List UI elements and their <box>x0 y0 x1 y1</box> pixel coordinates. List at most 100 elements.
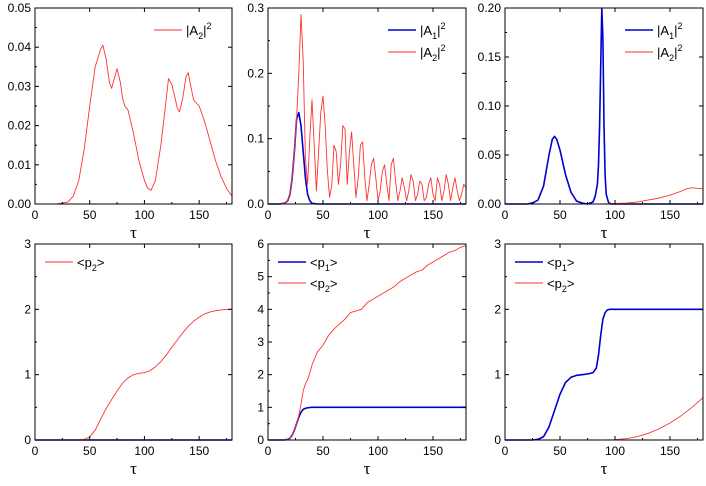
y-tick-label: 0.15 <box>478 50 502 64</box>
x-tick-label: 50 <box>553 208 567 222</box>
legend-close: > <box>330 276 338 291</box>
x-axis-label: τ <box>364 223 371 242</box>
y-tick-label: 3 <box>24 237 31 251</box>
legend: |A2|2 <box>154 21 211 41</box>
y-tick-label: 2 <box>494 302 501 316</box>
legend-subscript: 2 <box>92 263 97 273</box>
x-axis-label: τ <box>130 223 137 242</box>
legend-subscript: 1 <box>562 263 567 273</box>
x-tick-label: 150 <box>423 208 443 222</box>
y-tick-label: 0.02 <box>8 119 32 133</box>
series-line-blue <box>505 7 703 205</box>
y-tick-label: 0.0 <box>247 197 264 211</box>
legend-superscript: 2 <box>677 21 682 31</box>
legend-label: <p1> <box>547 255 574 273</box>
legend-subscript: 2 <box>325 284 330 294</box>
x-tick-label: 100 <box>368 444 388 458</box>
x-tick-label: 0 <box>32 208 39 222</box>
legend-label: |A2|2 <box>657 43 682 63</box>
x-tick-label: 0 <box>502 444 509 458</box>
x-tick-label: 0 <box>502 208 509 222</box>
legend-close: > <box>97 255 105 270</box>
legend-close: > <box>567 255 575 270</box>
legend: <p1><p2> <box>278 255 337 294</box>
y-tick-label: 0.20 <box>478 1 502 15</box>
legend-close: | <box>437 45 440 60</box>
x-axis-label: τ <box>601 459 608 478</box>
y-tick-label: 2 <box>257 368 264 382</box>
legend-label: <p1> <box>310 255 337 273</box>
x-tick-label: 50 <box>316 444 330 458</box>
legend-text: |A <box>420 45 432 60</box>
legend-text: <p <box>77 255 92 270</box>
legend-text: |A <box>657 45 669 60</box>
legend-label: <p2> <box>547 276 574 294</box>
x-tick-label: 0 <box>265 444 272 458</box>
x-axis-label: τ <box>601 223 608 242</box>
y-tick-label: 0 <box>24 433 31 447</box>
legend-text: |A <box>420 23 432 38</box>
legend-label: |A1|2 <box>657 21 682 41</box>
y-tick-label: 0.1 <box>247 132 264 146</box>
y-tick-label: 0 <box>494 433 501 447</box>
legend-subscript: 1 <box>325 263 330 273</box>
legend-superscript: 2 <box>440 21 445 31</box>
series-line-red <box>35 308 232 441</box>
series-line-blue <box>268 406 466 441</box>
legend-subscript: 2 <box>198 31 203 41</box>
x-axis-label: τ <box>130 459 137 478</box>
legend-subscript: 1 <box>669 31 674 41</box>
y-tick-label: 6 <box>257 237 264 251</box>
legend-subscript: 2 <box>432 53 437 63</box>
y-tick-label: 2 <box>24 302 31 316</box>
legend-text: |A <box>657 23 669 38</box>
legend: <p1><p2> <box>515 255 574 294</box>
y-tick-label: 0.03 <box>8 79 32 93</box>
x-tick-label: 150 <box>189 208 209 222</box>
x-tick-label: 100 <box>368 208 388 222</box>
y-tick-label: 1 <box>24 368 31 382</box>
y-tick-label: 0.10 <box>478 99 502 113</box>
plot-frame <box>34 243 233 441</box>
series-line-red <box>268 245 466 441</box>
x-tick-label: 100 <box>605 208 625 222</box>
x-tick-label: 50 <box>83 444 97 458</box>
y-tick-label: 4 <box>257 302 264 316</box>
legend-close: | <box>437 23 440 38</box>
y-tick-label: 0.01 <box>8 158 32 172</box>
legend-text: <p <box>547 276 562 291</box>
legend-label: |A2|2 <box>420 43 445 63</box>
plot-frame <box>504 243 704 441</box>
series-line-blue <box>505 308 703 441</box>
legend-superscript: 2 <box>440 43 445 53</box>
legend-superscript: 2 <box>677 43 682 53</box>
y-tick-label: 0.04 <box>8 40 32 54</box>
x-tick-label: 50 <box>316 208 330 222</box>
legend-close: > <box>567 276 575 291</box>
x-tick-label: 150 <box>423 444 443 458</box>
x-tick-label: 100 <box>605 444 625 458</box>
y-tick-label: 0.3 <box>247 1 264 15</box>
legend-close: | <box>674 23 677 38</box>
y-tick-label: 1 <box>494 368 501 382</box>
legend-label: |A1|2 <box>420 21 445 41</box>
x-tick-label: 100 <box>134 444 154 458</box>
x-tick-label: 50 <box>83 208 97 222</box>
series-line-red <box>268 14 466 205</box>
y-tick-label: 0.2 <box>247 66 264 80</box>
x-tick-label: 100 <box>134 208 154 222</box>
x-tick-label: 0 <box>265 208 272 222</box>
y-tick-label: 3 <box>257 335 264 349</box>
x-tick-label: 150 <box>660 208 680 222</box>
y-tick-label: 3 <box>494 237 501 251</box>
legend-subscript: 2 <box>562 284 567 294</box>
legend-label: |A2|2 <box>186 21 211 41</box>
legend-subscript: 2 <box>669 53 674 63</box>
y-tick-label: 5 <box>257 270 264 284</box>
legend-close: > <box>330 255 338 270</box>
